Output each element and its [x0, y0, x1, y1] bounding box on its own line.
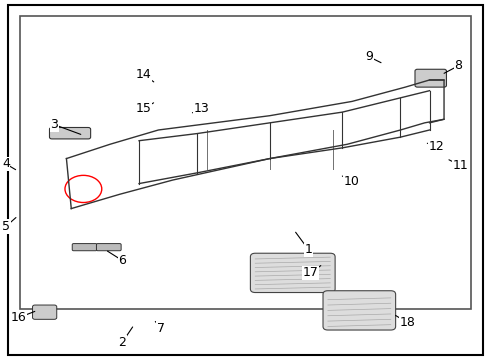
Bar	[20, 16, 470, 309]
Text: 7: 7	[157, 322, 164, 335]
Text: 3: 3	[50, 118, 58, 131]
Text: 1: 1	[304, 243, 312, 256]
Text: 15: 15	[136, 102, 151, 115]
Text: 6: 6	[118, 254, 126, 267]
Text: 9: 9	[365, 50, 372, 63]
FancyBboxPatch shape	[72, 244, 97, 251]
FancyBboxPatch shape	[414, 69, 446, 87]
Text: 4: 4	[2, 157, 10, 170]
Text: 18: 18	[399, 316, 415, 329]
FancyBboxPatch shape	[250, 253, 334, 293]
FancyBboxPatch shape	[33, 305, 57, 319]
Text: 10: 10	[344, 175, 359, 188]
Text: 17: 17	[303, 266, 318, 279]
Text: 14: 14	[136, 68, 151, 81]
FancyBboxPatch shape	[96, 244, 121, 251]
FancyBboxPatch shape	[323, 291, 395, 330]
Text: 13: 13	[194, 102, 209, 115]
Text: 11: 11	[452, 159, 468, 172]
FancyBboxPatch shape	[49, 127, 90, 139]
Text: 2: 2	[118, 336, 126, 349]
Text: 5: 5	[2, 220, 10, 233]
Text: 8: 8	[454, 59, 462, 72]
Text: 12: 12	[428, 140, 444, 153]
Text: 16: 16	[11, 311, 27, 324]
